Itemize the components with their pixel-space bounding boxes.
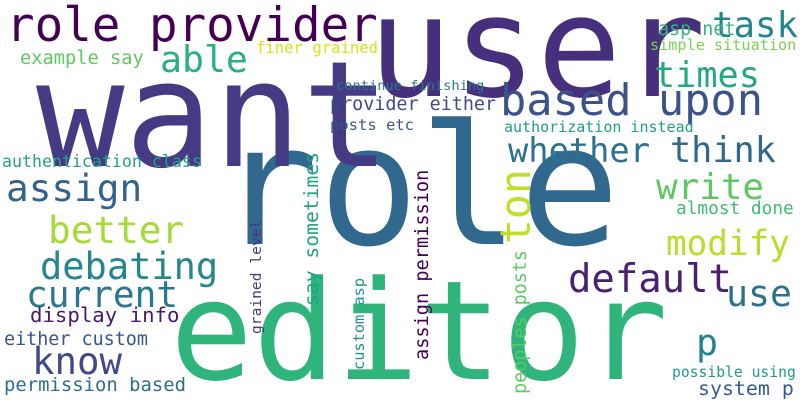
- word-write: write: [656, 167, 765, 209]
- word-grained-level: grained level: [248, 219, 265, 334]
- word-posts-etc: posts etc: [330, 116, 414, 135]
- word-authentication-class: authentication class: [2, 151, 202, 171]
- word-think: think: [670, 130, 776, 172]
- word-debating: debating: [40, 244, 219, 288]
- word-role-provider: role provider: [6, 0, 378, 54]
- word-better: better: [48, 208, 185, 253]
- word-want: want: [36, 29, 391, 202]
- word-say-sometimes: say sometimes: [300, 151, 323, 306]
- word-peoples-posts: peoples posts: [510, 250, 531, 394]
- word-almost-done: almost done: [676, 198, 794, 220]
- word-modify: modify: [666, 223, 790, 264]
- word-assign: assign: [6, 166, 143, 211]
- word-provider-either: provider either: [330, 93, 497, 115]
- word-default: default: [568, 256, 732, 302]
- word-finer-grained: finer grained: [256, 39, 379, 58]
- word-use: use: [726, 271, 792, 315]
- word-whether: whether: [508, 131, 650, 171]
- word-based-upon: based upon: [500, 75, 764, 127]
- word-know: know: [32, 339, 123, 384]
- word-system-p: system p: [698, 377, 794, 400]
- word-current: current: [26, 273, 179, 316]
- word-permission-based: permission based: [4, 373, 186, 396]
- word-possible-using: possible using: [672, 363, 796, 381]
- word-authorization-instead: authorization instead: [504, 118, 694, 137]
- word-display-info: display info: [30, 302, 180, 327]
- word-user: user: [368, 0, 706, 130]
- word-able: able: [160, 37, 248, 81]
- word-role: role: [218, 90, 620, 285]
- word-either-custom: either custom: [4, 328, 148, 350]
- word-editor: editor: [170, 251, 669, 400]
- word-asp-net: asp net: [658, 18, 736, 40]
- word-times: times: [654, 55, 760, 97]
- word-p: p: [696, 320, 718, 364]
- word-assign-permission: assign permission: [412, 169, 433, 360]
- word-example-say: example say: [20, 47, 144, 69]
- word-continue-finishing: continue finishing: [336, 78, 485, 95]
- word-ton: ton: [492, 169, 540, 244]
- word-task: task: [712, 5, 798, 47]
- word-simple-situation: simple situation: [650, 36, 797, 55]
- word-custom-asp: custom asp: [350, 277, 368, 370]
